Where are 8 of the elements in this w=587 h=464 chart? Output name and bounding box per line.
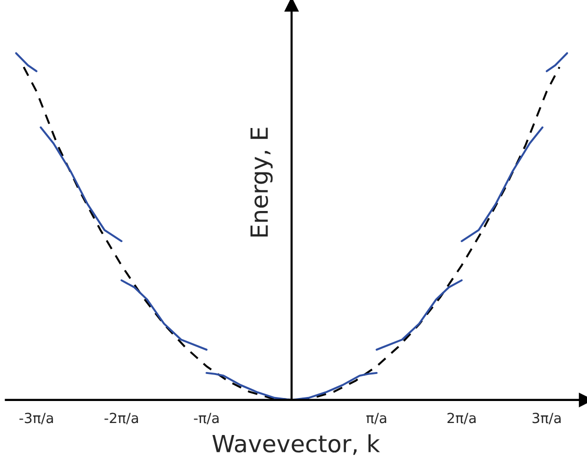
- x-tick-label: π/a: [366, 412, 386, 424]
- x-tick-label: -2π/a: [104, 412, 138, 424]
- x-axis-title: Wavevector, k: [212, 434, 380, 455]
- x-tick-label: -π/a: [194, 412, 219, 424]
- x-tick-label: 2π/a: [447, 412, 476, 424]
- x-tick-label: 3π/a: [532, 412, 561, 424]
- x-tick-label: -3π/a: [19, 412, 53, 424]
- y-axis-title: Energy, E: [250, 128, 273, 237]
